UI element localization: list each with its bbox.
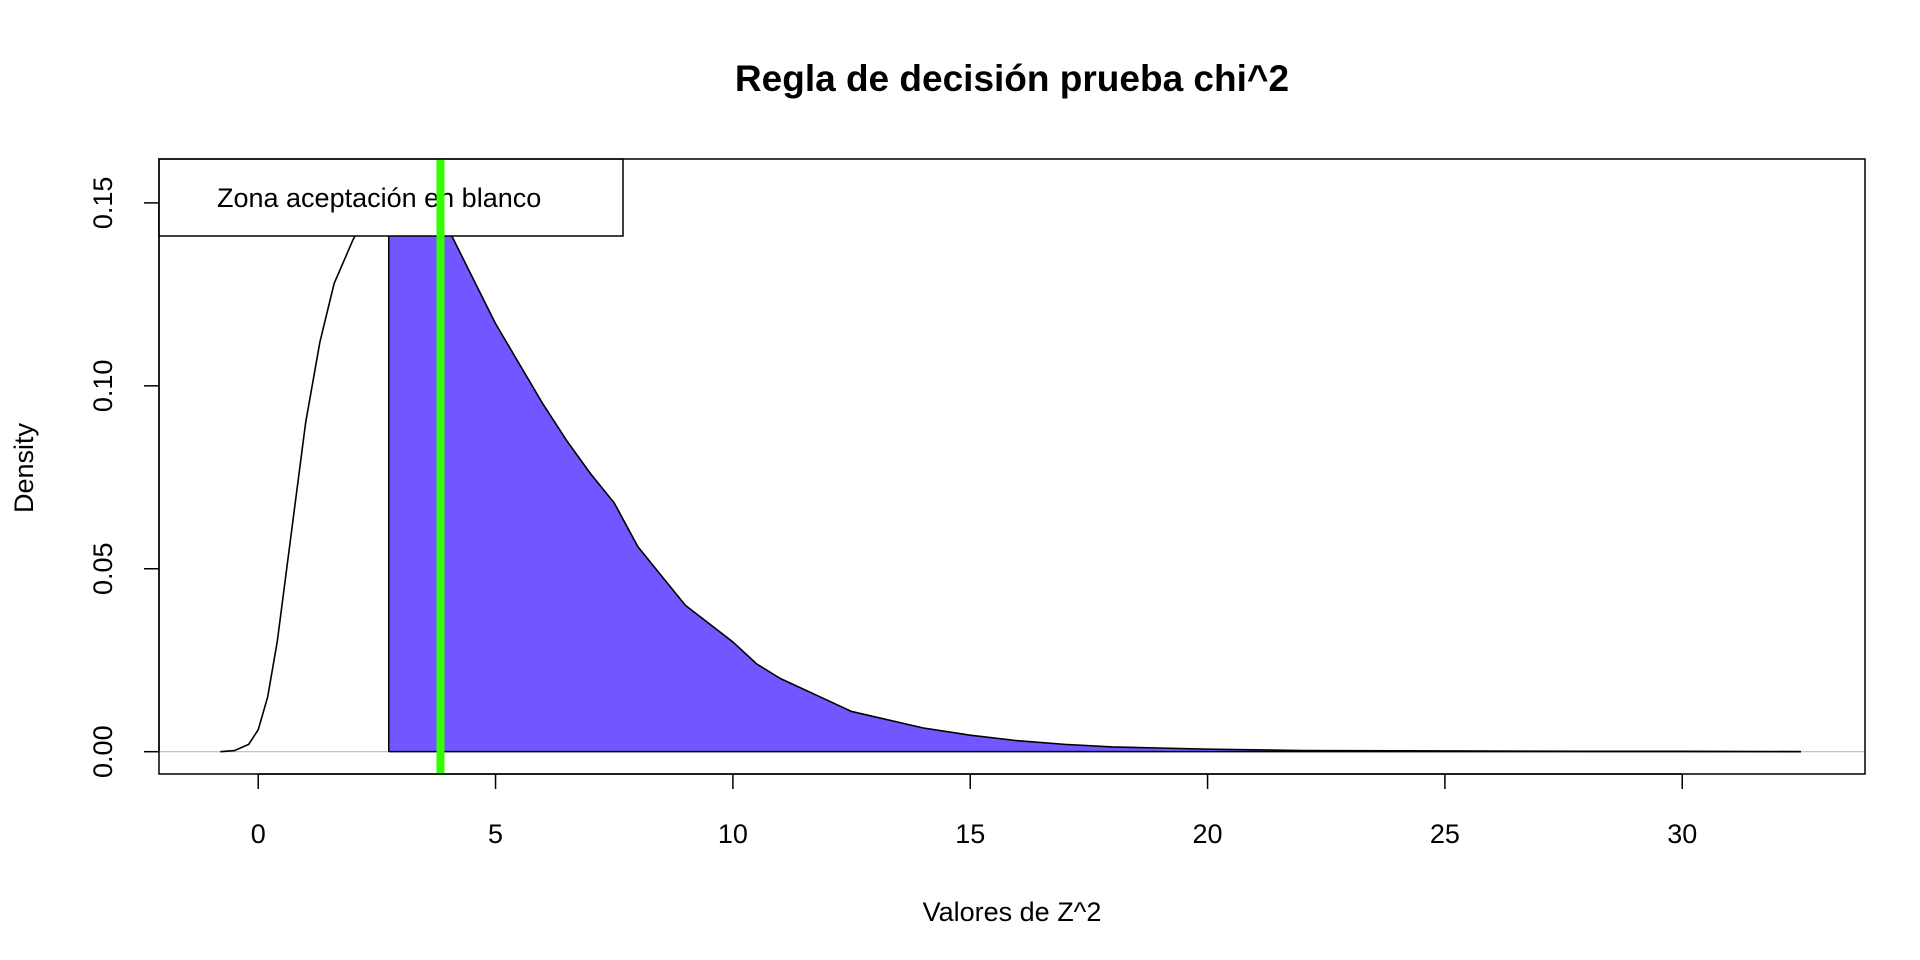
density-curve bbox=[220, 172, 1801, 753]
legend-box bbox=[158, 158, 624, 237]
x-tick-label: 5 bbox=[488, 819, 503, 849]
x-tick-label: 10 bbox=[718, 819, 748, 849]
y-tick-label: 0.00 bbox=[88, 725, 118, 778]
y-tick-label: 0.10 bbox=[88, 360, 118, 413]
rejection-area bbox=[388, 173, 1801, 752]
x-tick-label: 20 bbox=[1193, 819, 1223, 849]
x-axis-label: Valores de Z^2 bbox=[923, 897, 1102, 927]
plot-frame bbox=[158, 158, 1866, 775]
x-tick-label: 0 bbox=[251, 819, 266, 849]
y-tick-label: 0.05 bbox=[88, 542, 118, 595]
legend-text: Zona aceptación en blanco bbox=[217, 183, 541, 213]
y-axis-label: Density bbox=[9, 422, 39, 513]
x-tick-label: 30 bbox=[1667, 819, 1697, 849]
y-tick-label: 0.15 bbox=[88, 177, 118, 230]
x-tick-label: 25 bbox=[1430, 819, 1460, 849]
x-tick-label: 15 bbox=[955, 819, 985, 849]
chart-title: Regla de decisión prueba chi^2 bbox=[735, 58, 1289, 99]
